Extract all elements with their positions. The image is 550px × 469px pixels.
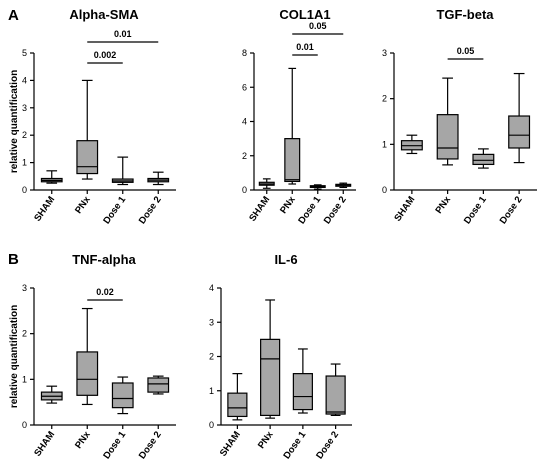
x-tick-label: Dose 1 [281,429,308,461]
y-tick-label: 1 [22,158,27,168]
iqr-box [292,373,313,411]
panel-label-b: B [8,251,19,268]
y-tick-label: 5 [22,48,27,58]
significance-label: 0.01 [296,42,314,52]
iqr-box [76,351,99,396]
chart-4: IL-6 0 1 2 3 4 SHAM PNx Dose 1 Dose 2 [209,252,352,461]
x-tick-label: Dose 1 [296,194,323,226]
box-plot-0 [258,178,275,189]
chart-title: COL1A1 [279,7,330,22]
x-tick-label: PNx [73,194,93,216]
y-axis-label: relative quantification [9,70,20,173]
significance-label: 0.02 [96,287,114,297]
y-tick-label: 2 [242,151,247,161]
y-tick-label: 4 [22,75,27,85]
y-axis-label: relative quantification [9,305,20,408]
chart-title: IL-6 [274,252,297,267]
significance-label: 0.05 [457,46,475,56]
x-tick-label: Dose 2 [498,194,525,226]
x-tick-label: Dose 2 [137,194,164,226]
y-tick-label: 0 [382,185,387,195]
x-tick-label: Dose 1 [101,194,128,226]
chart-title: TNF-alpha [72,252,136,267]
chart-title: Alpha-SMA [69,7,139,22]
y-tick-label: 3 [382,48,387,58]
x-tick-label: PNx [433,194,453,216]
x-tick-label: SHAM [32,194,57,223]
x-tick-label: SHAM [247,194,272,223]
box-plot-2 [292,348,313,414]
box-plot-1 [436,77,459,166]
box-plot-3 [508,72,531,164]
y-tick-label: 3 [22,103,27,113]
box-plot-0 [400,134,423,155]
box-plot-3 [325,363,346,417]
x-tick-label: SHAM [392,194,417,223]
x-tick-label: Dose 2 [137,429,164,461]
y-tick-label: 3 [209,317,214,327]
chart-3: TNF-alpha 0 1 2 3 relative quantification SHAM… [9,252,176,461]
y-tick-label: 4 [209,283,214,293]
significance-label: 0.002 [94,50,117,60]
charts-group: Alpha-SMA 0 1 2 3 4 5 relative quantification SH… [9,7,537,461]
box-plot-2 [111,376,134,415]
y-tick-label: 8 [242,48,247,58]
significance-label: 0.05 [309,21,327,31]
iqr-box [147,377,170,393]
y-tick-label: 2 [382,94,387,104]
y-tick-label: 2 [22,130,27,140]
x-tick-label: Dose 2 [314,429,341,461]
box-plot-2 [309,184,326,190]
y-tick-label: 0 [22,185,27,195]
iqr-box [260,338,281,417]
iqr-box [227,392,248,418]
box-plot-1 [76,79,99,180]
box-plot-3 [147,375,170,395]
y-tick-label: 1 [22,374,27,384]
box-plot-3 [335,182,352,189]
chart-0: Alpha-SMA 0 1 2 3 4 5 relative quantification SH… [9,7,176,226]
box-plot-0 [40,170,63,184]
x-tick-label: Dose 1 [462,194,489,226]
x-tick-label: PNx [256,429,276,451]
box-plot-0 [227,373,248,421]
significance-label: 0.01 [114,29,132,39]
box-plot-1 [260,299,281,419]
panel-label-a: A [8,7,19,24]
x-tick-label: PNx [73,429,93,451]
y-tick-label: 4 [242,117,247,127]
iqr-box [284,138,301,183]
box-plot-1 [284,67,301,185]
chart-title: TGF-beta [436,7,494,22]
y-tick-label: 0 [22,420,27,430]
x-tick-label: PNx [278,194,298,216]
x-tick-label: Dose 2 [322,194,349,226]
iqr-box [436,114,459,160]
box-plot-3 [147,171,170,186]
y-tick-label: 0 [209,420,214,430]
chart-2: TGF-beta 0 1 2 3 SHAM PNx Dose 1 Dose 2 0.05 [382,7,537,226]
y-tick-label: 3 [22,283,27,293]
iqr-box [472,153,495,166]
box-plot-2 [472,148,495,169]
iqr-box [325,375,346,415]
y-tick-label: 0 [242,185,247,195]
iqr-box [76,140,99,175]
x-tick-label: SHAM [218,429,243,458]
x-tick-label: Dose 1 [101,429,128,461]
box-plot-1 [76,307,99,406]
y-tick-label: 6 [242,82,247,92]
iqr-box [111,382,134,409]
y-tick-label: 2 [22,329,27,339]
iqr-box [508,115,531,149]
box-plot-2 [111,156,134,186]
y-tick-label: 1 [209,386,214,396]
y-tick-label: 1 [382,139,387,149]
box-plot-0 [40,385,63,404]
x-tick-label: SHAM [32,429,57,458]
y-tick-label: 2 [209,352,214,362]
